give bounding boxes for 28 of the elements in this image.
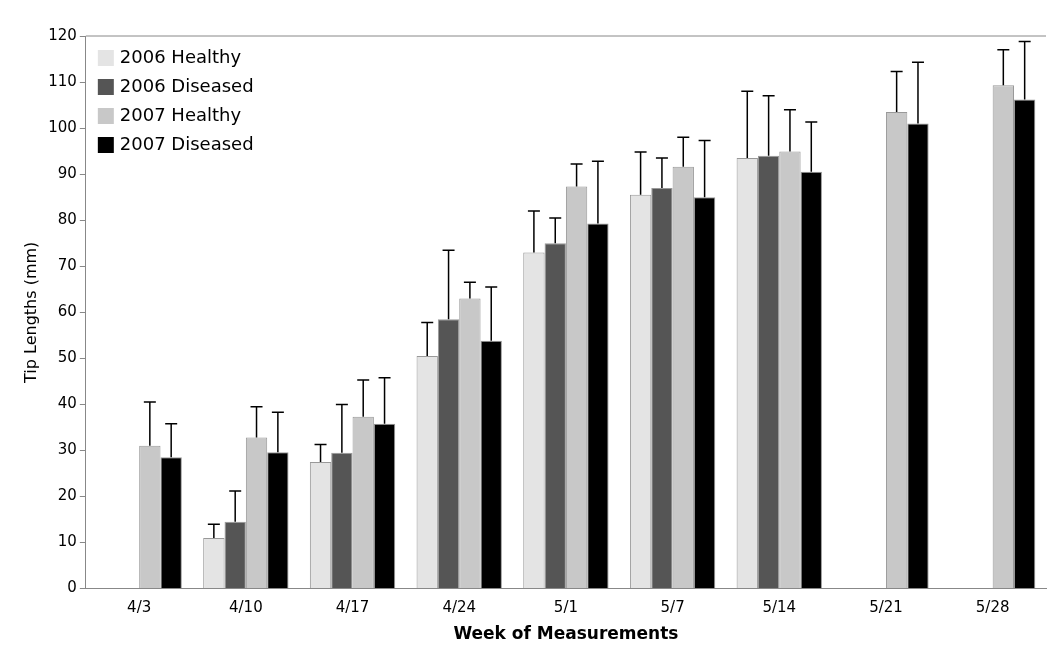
x-tick-label: 4/24 <box>442 598 477 617</box>
y-tick-label: 20 <box>57 486 77 505</box>
y-tick-label: 90 <box>57 164 77 183</box>
y-tick-label: 70 <box>57 256 77 275</box>
y-tick-label: 10 <box>57 532 77 551</box>
y-tick-label: 80 <box>57 210 77 229</box>
x-axis-title: Week of Measurements <box>453 623 679 644</box>
y-tick-label: 40 <box>57 394 77 413</box>
y-tick-label: 0 <box>67 578 77 597</box>
y-axis-title: Tip Lengths (mm) <box>20 241 40 384</box>
x-tick-label: 5/1 <box>553 598 578 617</box>
y-tick-label: 120 <box>48 25 77 44</box>
x-tick-label: 4/3 <box>127 598 152 617</box>
legend-label: 2007 Diseased <box>119 132 254 154</box>
y-tick-label: 110 <box>48 71 77 90</box>
x-tick-label: 4/17 <box>335 598 370 617</box>
y-tick-label: 60 <box>57 302 77 321</box>
x-tick-label: 5/28 <box>975 598 1010 617</box>
x-tick-label: 5/21 <box>869 598 903 617</box>
x-tick-label: 5/14 <box>762 598 797 617</box>
y-tick-label: 50 <box>57 348 77 367</box>
x-tick-label: 4/10 <box>229 598 263 617</box>
x-tick-label: 5/7 <box>660 598 685 617</box>
legend-label: 2006 Diseased <box>119 74 254 96</box>
y-tick-label: 100 <box>48 117 77 136</box>
legend-label: 2006 Healthy <box>119 45 242 67</box>
y-tick-label: 30 <box>57 440 77 459</box>
legend-label: 2007 Healthy <box>119 103 242 125</box>
